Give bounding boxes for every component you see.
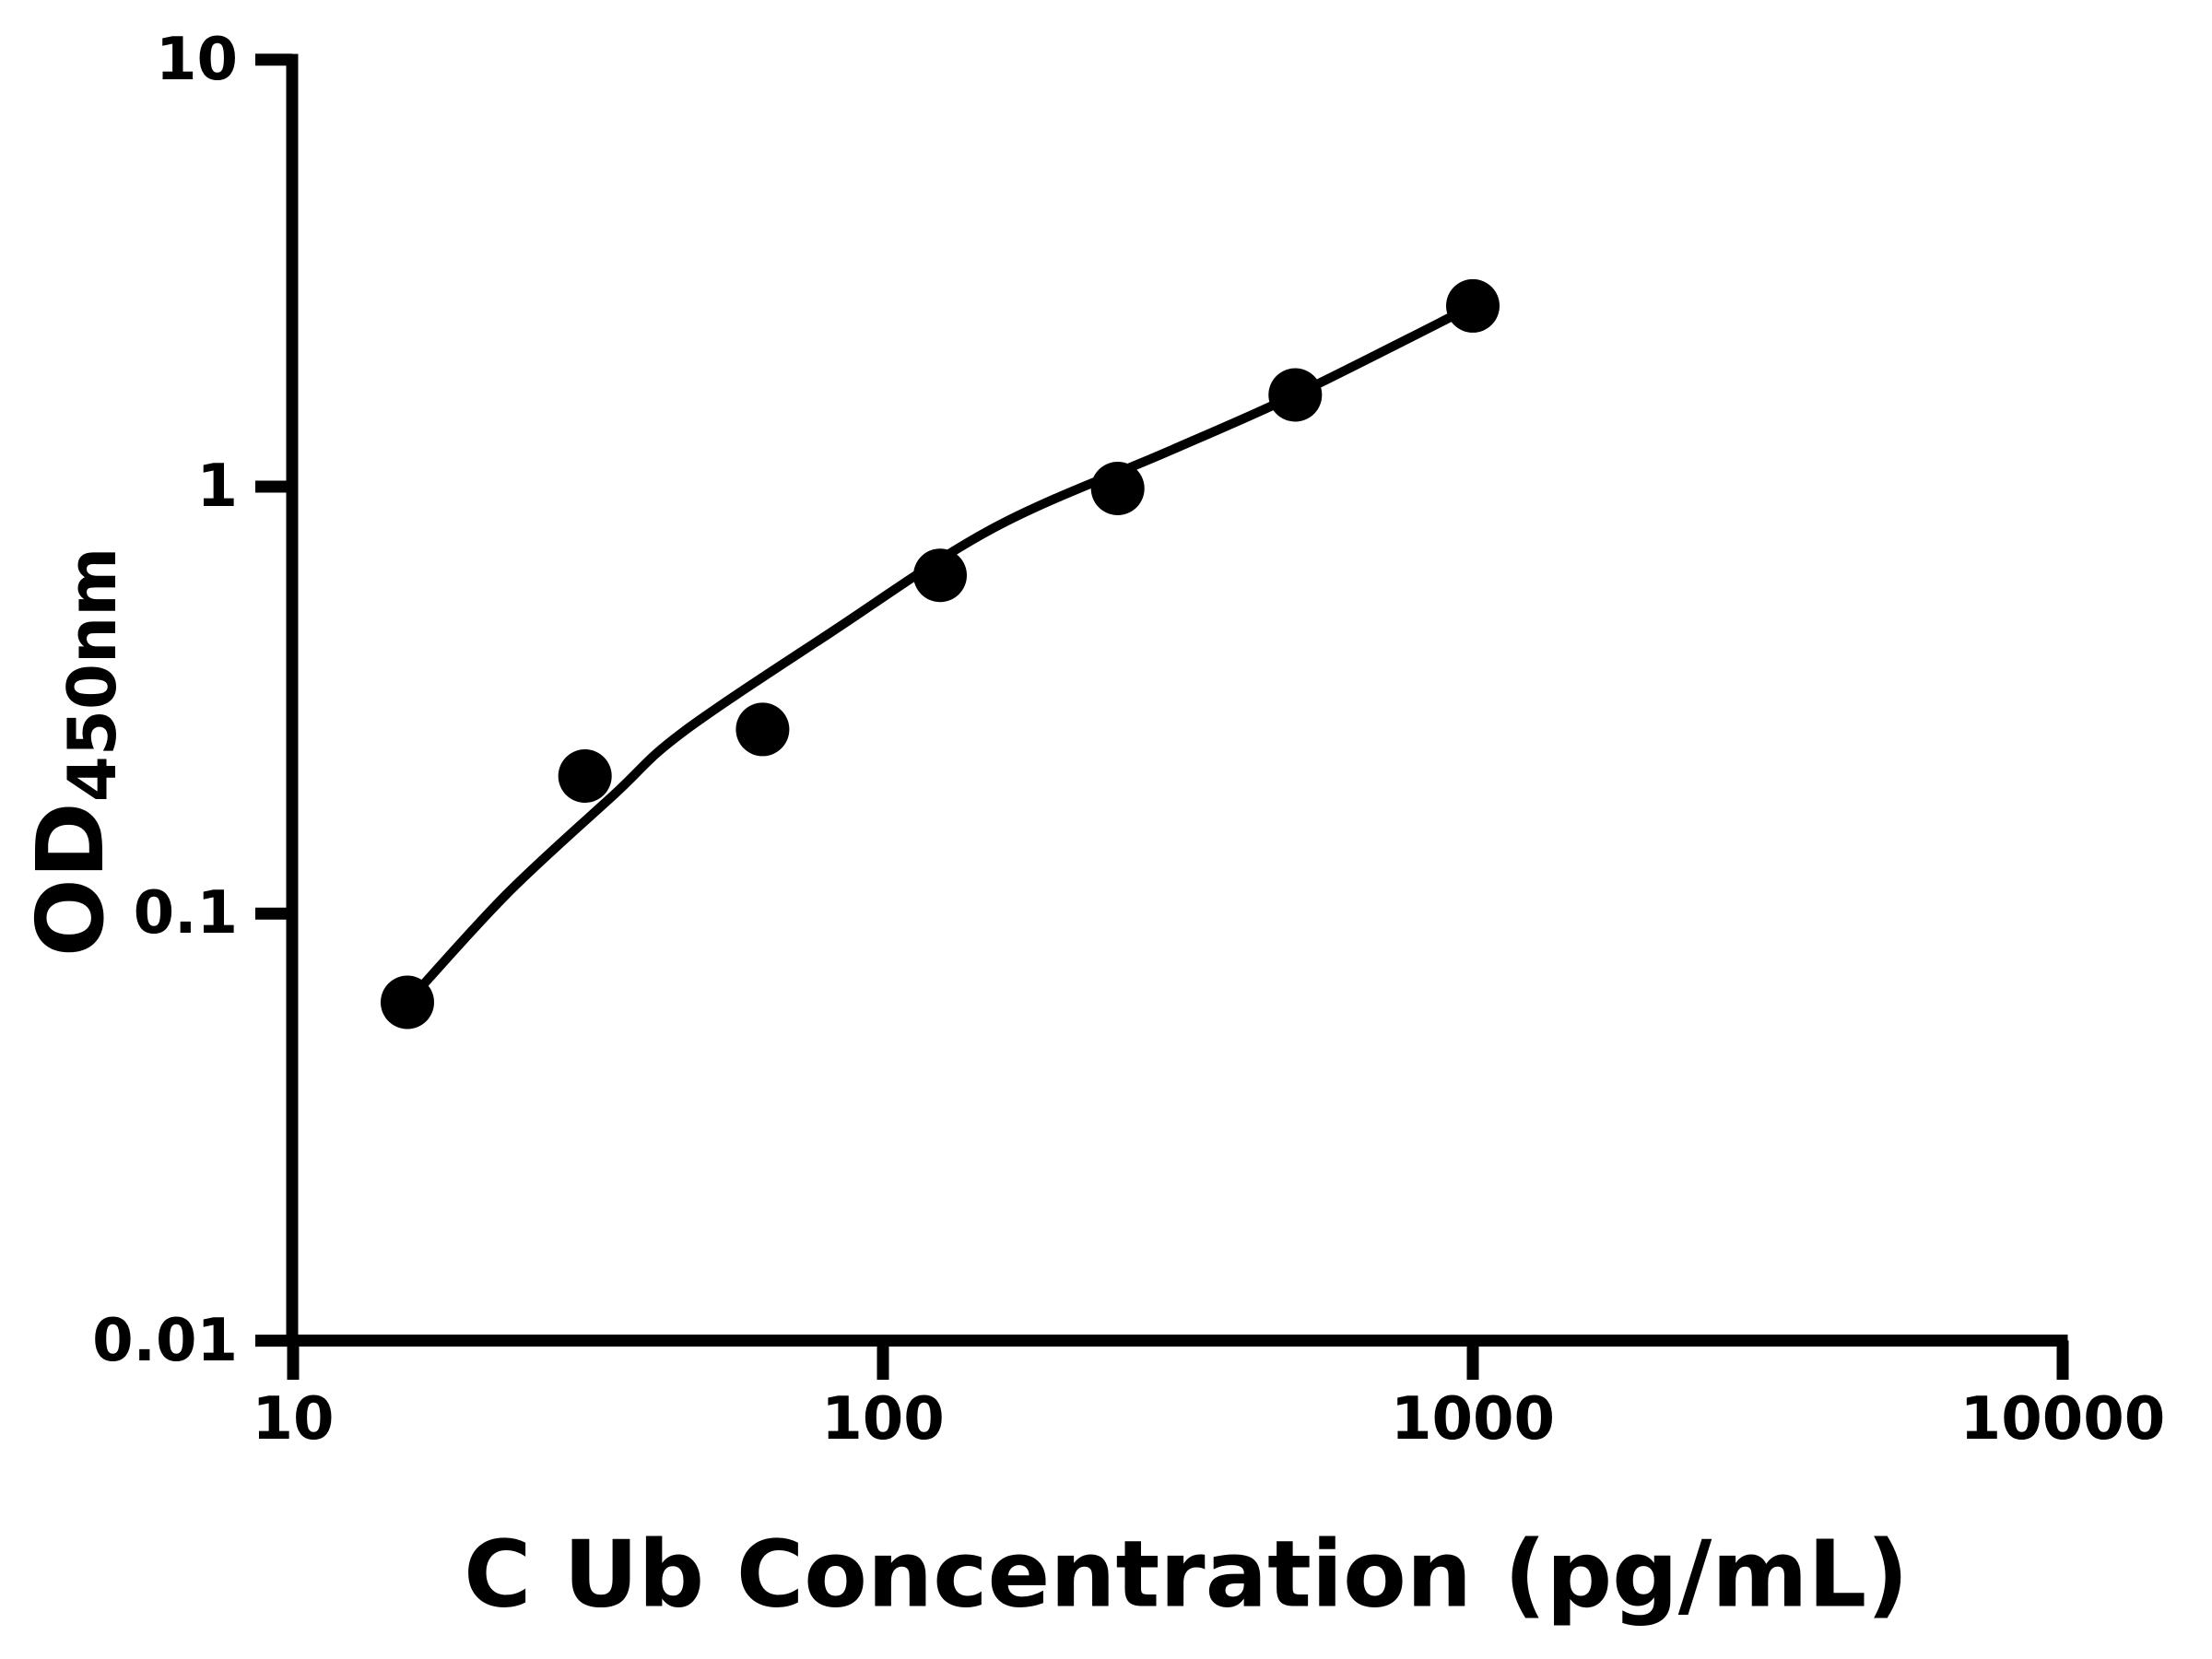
data-point-500 [1268,368,1323,422]
x-tick-label-100: 100 [821,1385,945,1453]
data-point-62.5 [735,702,790,757]
y-axis-title: OD450nm [17,547,131,958]
y-tick-label-10: 10 [155,25,238,94]
y-tick-label-1: 1 [196,453,238,521]
x-axis-title: C Ub Concentration (pg/mL) [464,1520,1909,1629]
data-point-1000 [1446,278,1500,333]
data-point-15.625 [381,975,434,1030]
y-tick-label-0.1: 0.1 [133,879,238,948]
data-point-250 [1090,462,1145,515]
x-tick-label-10: 10 [252,1385,335,1453]
y-tick-label-0.01: 0.01 [92,1306,238,1375]
x-tick-label-1000: 1000 [1390,1385,1556,1453]
x-tick-label-10000: 10000 [1959,1385,2166,1453]
data-point-31.25 [558,749,612,803]
y-axis-title-main: OD [17,802,124,958]
data-point-125 [913,548,967,603]
y-axis-title-subscript: 450nm [53,547,131,803]
standard-curve-line [404,301,1476,1006]
